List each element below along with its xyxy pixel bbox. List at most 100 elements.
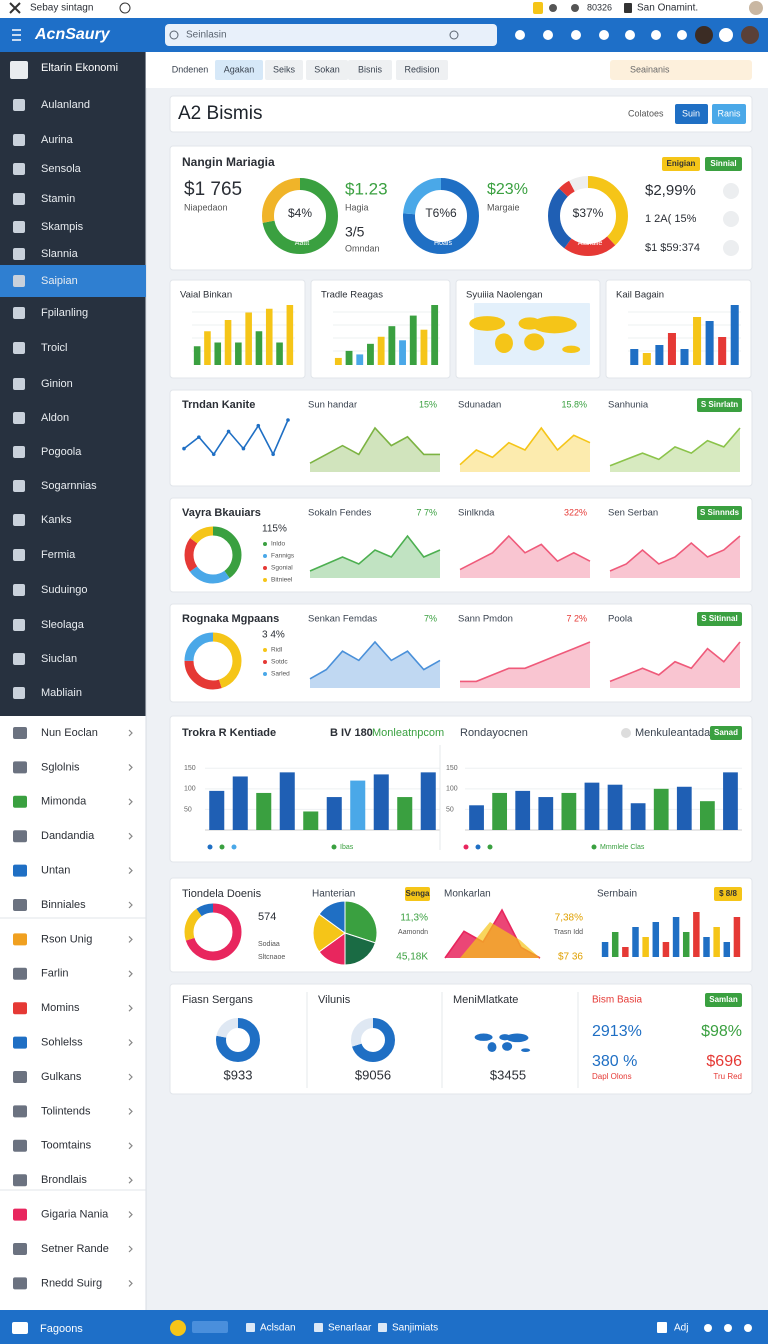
- label[interactable]: Aclsdan: [260, 1323, 296, 1334]
- nav-item[interactable]: Aldon: [41, 412, 69, 424]
- nav-icon: [13, 163, 25, 175]
- nav-icon: [13, 1174, 27, 1187]
- bar: [377, 336, 385, 365]
- legend-dot: [263, 648, 267, 652]
- badge: [662, 157, 700, 171]
- nav-item[interactable]: Gigaria Nania: [41, 1209, 109, 1221]
- nav-item[interactable]: Sglolnis: [41, 761, 80, 773]
- nav-item[interactable]: Kanks: [41, 514, 72, 526]
- nav-item[interactable]: Setner Rande: [41, 1243, 109, 1255]
- tab-label[interactable]: Bisnis: [358, 64, 383, 74]
- nav-item[interactable]: Dandandia: [41, 830, 95, 842]
- nav-icon: [13, 795, 27, 808]
- label[interactable]: Suin: [682, 108, 700, 118]
- bar: [397, 797, 413, 830]
- label[interactable]: Sanjimiats: [392, 1323, 438, 1334]
- badge: [705, 993, 742, 1007]
- label: Rondayocnen: [460, 727, 528, 739]
- donut-segment: [184, 903, 242, 961]
- bar: [693, 912, 700, 957]
- nav-icon: [13, 221, 25, 233]
- bar: [630, 349, 639, 365]
- nav-item[interactable]: Mimonda: [41, 796, 87, 808]
- button[interactable]: [712, 104, 746, 124]
- button[interactable]: [675, 104, 708, 124]
- icon: [704, 1324, 712, 1332]
- nav-item[interactable]: Aulanland: [41, 99, 90, 111]
- tab-label[interactable]: Agakan: [224, 64, 255, 74]
- card-title: Vayra Bkauiars: [182, 507, 261, 519]
- nav-item[interactable]: Saipian: [41, 275, 78, 287]
- nav-item[interactable]: Pogoola: [41, 446, 82, 458]
- tab[interactable]: [348, 60, 392, 80]
- tab[interactable]: [215, 60, 263, 80]
- search-box[interactable]: [165, 24, 497, 46]
- donut-segment: [184, 526, 242, 584]
- tab[interactable]: [265, 60, 303, 80]
- label: 11,3%: [400, 913, 428, 924]
- tab-label[interactable]: Sokan: [314, 64, 340, 74]
- nav-item[interactable]: Nun Eoclan: [41, 727, 98, 739]
- point: [197, 435, 201, 439]
- label: Trasn Idd: [554, 929, 583, 936]
- badge: [405, 887, 430, 901]
- tab-label[interactable]: Seiks: [273, 64, 296, 74]
- y-tick-label: 100: [184, 786, 196, 793]
- icon: [744, 1324, 752, 1332]
- nav-item[interactable]: Momins: [41, 1002, 80, 1014]
- line: [183, 419, 289, 457]
- label: Fagoons: [40, 1323, 83, 1335]
- nav-item[interactable]: Rnedd Suirg: [41, 1277, 102, 1289]
- bar: [705, 321, 714, 365]
- bar: [723, 942, 731, 957]
- bar: [584, 782, 600, 830]
- nav-item[interactable]: Sohlelss: [41, 1037, 83, 1049]
- nav-icon: [13, 446, 25, 458]
- chevron: [128, 1142, 133, 1150]
- nav-item[interactable]: Suduingo: [41, 584, 88, 596]
- nav-icon: [13, 480, 25, 492]
- nav-item[interactable]: Toomtains: [41, 1140, 92, 1152]
- nav-item[interactable]: Troicl: [41, 342, 67, 354]
- nav-item[interactable]: Rson Unig: [41, 933, 92, 945]
- label: Senkan Femdas: [308, 614, 377, 625]
- nav-item[interactable]: Binniales: [41, 899, 86, 911]
- nav-item[interactable]: Gulkans: [41, 1071, 82, 1083]
- bar: [350, 780, 366, 830]
- nav-item[interactable]: Sogarnnias: [41, 480, 97, 492]
- nav-item[interactable]: Stamin: [41, 193, 75, 205]
- nav-item[interactable]: Farlin: [41, 968, 69, 980]
- map-land: [506, 1033, 529, 1043]
- nav-item[interactable]: Fpilanling: [41, 307, 88, 319]
- label[interactable]: Senarlaar: [328, 1323, 372, 1334]
- tab-label[interactable]: Redision: [404, 64, 439, 74]
- legend-dot: [263, 660, 267, 664]
- nav-item[interactable]: Siuclan: [41, 653, 77, 665]
- nav-icon: [13, 727, 27, 739]
- nav-item[interactable]: Sleolaga: [41, 619, 85, 631]
- label: Sarled: [271, 671, 290, 678]
- tab[interactable]: [306, 60, 348, 80]
- tab-label[interactable]: Dndenen: [172, 64, 209, 74]
- label: $9056: [355, 1067, 391, 1082]
- nav-item[interactable]: Untan: [41, 865, 70, 877]
- nav-item[interactable]: Sensola: [41, 163, 82, 175]
- donut-segment: [548, 176, 628, 256]
- toolbar-icon: [677, 30, 687, 40]
- tab[interactable]: [396, 60, 448, 80]
- y-tick-label: 50: [184, 806, 192, 813]
- nav-item[interactable]: Ginion: [41, 378, 73, 390]
- search-box[interactable]: [610, 60, 752, 80]
- nav-item[interactable]: Fermia: [41, 549, 76, 561]
- badge-label: S Sitinnal: [701, 614, 737, 623]
- nav-item[interactable]: Skampis: [41, 221, 84, 233]
- bar: [214, 342, 222, 365]
- nav-item[interactable]: Aurina: [41, 134, 74, 146]
- bar: [601, 942, 609, 957]
- label[interactable]: Ranis: [717, 108, 741, 118]
- nav-item[interactable]: Slannia: [41, 248, 79, 260]
- label: $98%: [701, 1023, 742, 1040]
- nav-item[interactable]: Tolintends: [41, 1105, 91, 1117]
- nav-item[interactable]: Mabliain: [41, 687, 82, 699]
- nav-item[interactable]: Brondlais: [41, 1174, 87, 1186]
